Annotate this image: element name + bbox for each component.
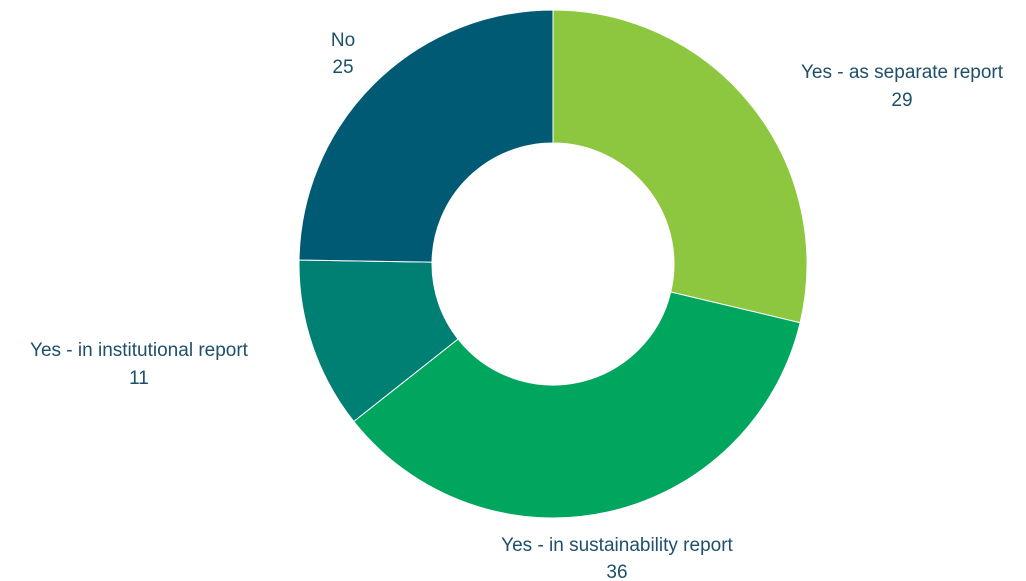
- label-group-no: No 25: [331, 30, 355, 78]
- slice-value-in-institutional-report: 11: [129, 368, 149, 389]
- label-group-as-separate-report: Yes - as separate report 29: [801, 62, 1004, 111]
- label-group-in-institutional-report: Yes - in institutional report 11: [30, 340, 249, 389]
- slice-as-separate-report: [552, 9, 808, 324]
- slice-label-in-sustainability-report: Yes - in sustainability report: [501, 535, 733, 556]
- slice-in-sustainability-report: [353, 291, 801, 519]
- donut-slices: [298, 9, 808, 519]
- slice-value-no: 25: [332, 57, 353, 78]
- slice-value-as-separate-report: 29: [891, 90, 912, 111]
- slice-value-in-sustainability-report: 36: [606, 562, 627, 581]
- label-group-in-sustainability-report: Yes - in sustainability report 36: [501, 535, 733, 581]
- slice-label-no: No: [331, 30, 355, 51]
- slice-no: [298, 9, 554, 263]
- slice-label-as-separate-report: Yes - as separate report: [801, 62, 1004, 83]
- slice-label-in-institutional-report: Yes - in institutional report: [30, 340, 249, 361]
